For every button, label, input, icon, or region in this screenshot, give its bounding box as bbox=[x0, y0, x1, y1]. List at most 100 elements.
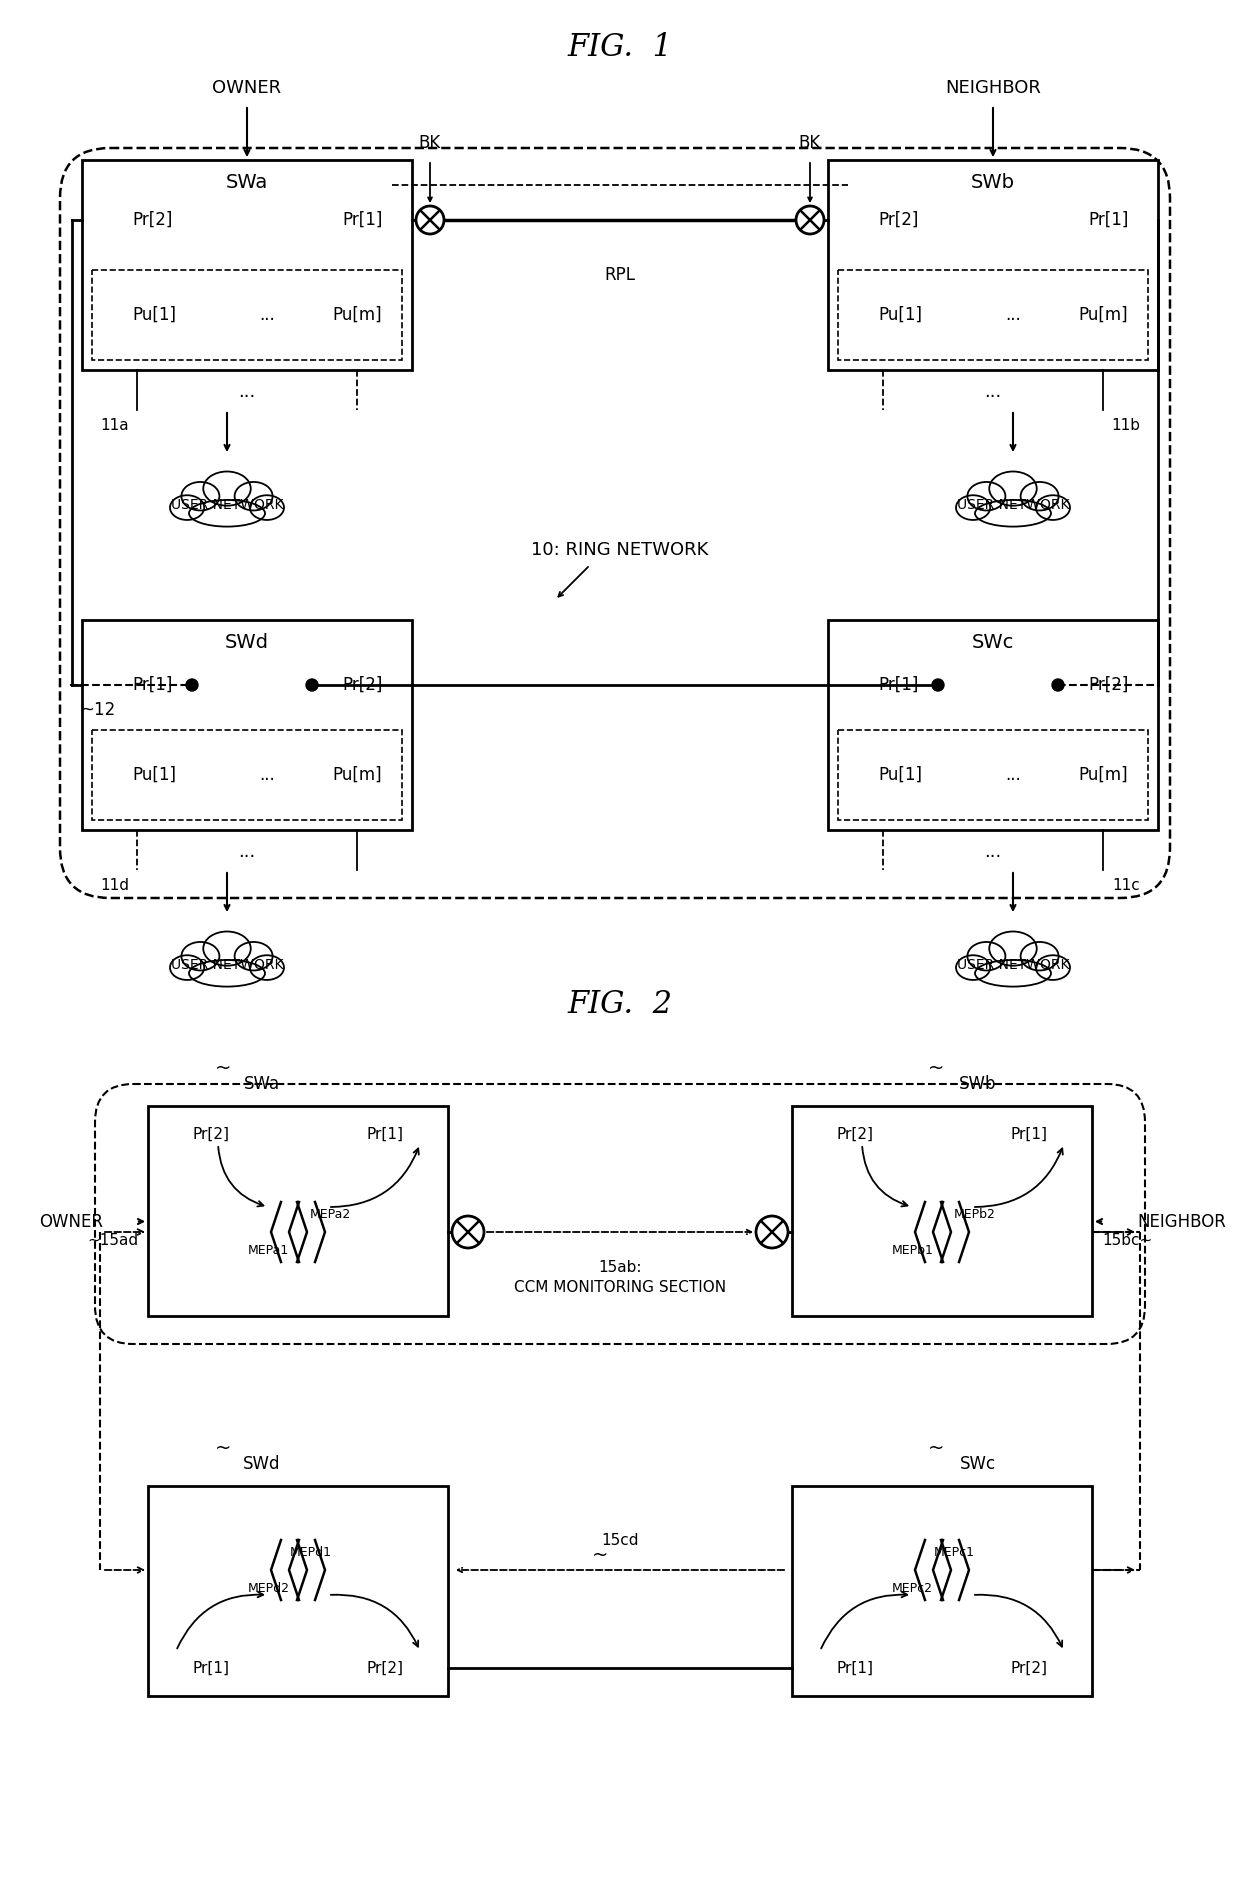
Ellipse shape bbox=[203, 471, 250, 505]
Text: ~: ~ bbox=[215, 1058, 231, 1078]
Ellipse shape bbox=[170, 955, 205, 980]
Text: Pr[1]: Pr[1] bbox=[342, 212, 382, 229]
Text: Pr[1]: Pr[1] bbox=[131, 675, 172, 694]
Text: SWb: SWb bbox=[960, 1075, 997, 1094]
Text: Pr[2]: Pr[2] bbox=[131, 212, 172, 229]
Text: NEIGHBOR: NEIGHBOR bbox=[1137, 1213, 1226, 1230]
Circle shape bbox=[756, 1217, 787, 1249]
Text: SWd: SWd bbox=[243, 1455, 280, 1474]
Ellipse shape bbox=[188, 959, 265, 986]
Bar bbox=[148, 1485, 448, 1695]
Text: Pr[2]: Pr[2] bbox=[878, 212, 919, 229]
Circle shape bbox=[796, 206, 825, 235]
Text: USER NETWORK: USER NETWORK bbox=[171, 957, 283, 972]
Text: 11d: 11d bbox=[100, 878, 129, 893]
Text: USER NETWORK: USER NETWORK bbox=[171, 498, 283, 513]
Ellipse shape bbox=[234, 942, 273, 971]
Text: ...: ... bbox=[259, 307, 275, 324]
Text: 11a: 11a bbox=[100, 418, 129, 433]
Text: ~: ~ bbox=[928, 1058, 944, 1078]
Bar bbox=[792, 1485, 1092, 1695]
Text: 10: RING NETWORK: 10: RING NETWORK bbox=[531, 541, 709, 558]
Text: OWNER: OWNER bbox=[38, 1213, 103, 1230]
Text: ...: ... bbox=[259, 766, 275, 783]
Text: 11c: 11c bbox=[1112, 878, 1140, 893]
Text: ...: ... bbox=[985, 844, 1002, 861]
Text: MEPd2: MEPd2 bbox=[248, 1582, 290, 1595]
Text: ~: ~ bbox=[591, 1546, 608, 1565]
Text: Pu[1]: Pu[1] bbox=[878, 307, 923, 324]
FancyBboxPatch shape bbox=[60, 148, 1171, 899]
Text: SWc: SWc bbox=[960, 1455, 996, 1474]
Text: Pr[1]: Pr[1] bbox=[837, 1661, 874, 1676]
Ellipse shape bbox=[956, 955, 991, 980]
Bar bbox=[838, 271, 1148, 359]
Text: Pu[m]: Pu[m] bbox=[332, 307, 382, 324]
Text: Pr[1]: Pr[1] bbox=[366, 1126, 403, 1141]
Text: Pu[1]: Pu[1] bbox=[131, 307, 176, 324]
Ellipse shape bbox=[203, 931, 250, 965]
Ellipse shape bbox=[956, 496, 991, 520]
Text: Pr[1]: Pr[1] bbox=[193, 1661, 229, 1676]
Text: NEIGHBOR: NEIGHBOR bbox=[945, 79, 1040, 96]
Ellipse shape bbox=[188, 499, 265, 526]
Ellipse shape bbox=[967, 482, 1006, 511]
Circle shape bbox=[932, 679, 944, 691]
Ellipse shape bbox=[181, 942, 219, 971]
Ellipse shape bbox=[170, 496, 205, 520]
Text: 15ab:: 15ab: bbox=[598, 1260, 642, 1275]
Text: Pu[m]: Pu[m] bbox=[1079, 307, 1128, 324]
Text: Pu[1]: Pu[1] bbox=[878, 766, 923, 783]
FancyBboxPatch shape bbox=[95, 1084, 1145, 1343]
Text: ~15ad: ~15ad bbox=[87, 1232, 138, 1247]
Text: FIG.  2: FIG. 2 bbox=[568, 988, 672, 1020]
Text: ~12: ~12 bbox=[81, 702, 115, 719]
Text: Pr[2]: Pr[2] bbox=[1011, 1661, 1047, 1676]
Text: ...: ... bbox=[985, 382, 1002, 401]
Text: ...: ... bbox=[1006, 766, 1021, 783]
Text: SWa: SWa bbox=[244, 1075, 280, 1094]
Circle shape bbox=[415, 206, 444, 235]
Text: ~: ~ bbox=[928, 1438, 944, 1457]
Text: FIG.  1: FIG. 1 bbox=[568, 32, 672, 64]
Circle shape bbox=[453, 1217, 484, 1249]
Text: Pr[1]: Pr[1] bbox=[1011, 1126, 1047, 1141]
Text: BK: BK bbox=[799, 134, 821, 151]
Ellipse shape bbox=[990, 931, 1037, 965]
Bar bbox=[92, 730, 402, 819]
Text: Pr[2]: Pr[2] bbox=[342, 675, 382, 694]
Text: SWb: SWb bbox=[971, 172, 1016, 191]
Text: Pr[2]: Pr[2] bbox=[193, 1126, 229, 1141]
Text: SWd: SWd bbox=[224, 632, 269, 651]
Text: ...: ... bbox=[238, 844, 255, 861]
Text: Pu[m]: Pu[m] bbox=[332, 766, 382, 783]
Circle shape bbox=[306, 679, 317, 691]
Bar bbox=[792, 1107, 1092, 1317]
Text: MEPa2: MEPa2 bbox=[310, 1207, 351, 1220]
Text: Pr[1]: Pr[1] bbox=[878, 675, 919, 694]
Ellipse shape bbox=[234, 482, 273, 511]
Ellipse shape bbox=[1021, 482, 1059, 511]
Text: 11b: 11b bbox=[1111, 418, 1140, 433]
Text: MEPb1: MEPb1 bbox=[892, 1243, 934, 1256]
Bar bbox=[838, 730, 1148, 819]
Text: Pu[m]: Pu[m] bbox=[1079, 766, 1128, 783]
Text: RPL: RPL bbox=[605, 267, 635, 284]
Circle shape bbox=[1052, 679, 1064, 691]
Text: Pr[2]: Pr[2] bbox=[1087, 675, 1128, 694]
Text: USER NETWORK: USER NETWORK bbox=[957, 498, 1069, 513]
Text: MEPc2: MEPc2 bbox=[892, 1582, 932, 1595]
Ellipse shape bbox=[1035, 955, 1070, 980]
Bar bbox=[92, 271, 402, 359]
Ellipse shape bbox=[249, 496, 284, 520]
Ellipse shape bbox=[1035, 496, 1070, 520]
Bar bbox=[82, 161, 412, 371]
Bar bbox=[828, 621, 1158, 831]
Bar bbox=[82, 621, 412, 831]
Ellipse shape bbox=[967, 942, 1006, 971]
Text: Pr[2]: Pr[2] bbox=[837, 1126, 874, 1141]
Text: MEPc1: MEPc1 bbox=[934, 1546, 975, 1559]
Text: Pu[1]: Pu[1] bbox=[131, 766, 176, 783]
Text: 15cd: 15cd bbox=[601, 1533, 639, 1548]
Ellipse shape bbox=[249, 955, 284, 980]
